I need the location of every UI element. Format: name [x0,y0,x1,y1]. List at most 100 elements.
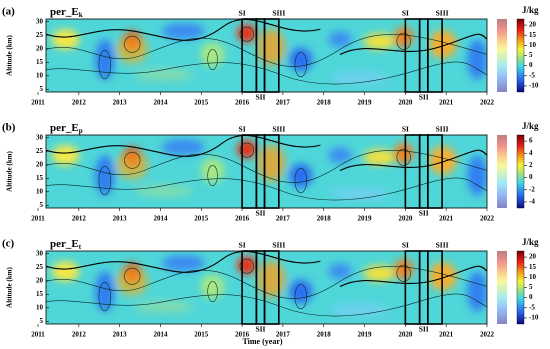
y-tick-label: 20 [36,160,44,168]
colorbar-tick-label: -10 [529,82,539,90]
title-text: per_E [50,122,79,134]
y-tick-label: 15 [36,290,44,298]
title-text: per_E [50,6,79,18]
x-tick-label: 2021 [439,215,454,223]
region-label: SII [255,325,265,334]
y-tick-label: 5 [40,201,44,209]
region-label: SII [419,209,429,218]
colorbar-tick-label: 2 [529,161,533,169]
x-tick-label: 2013 [113,215,128,223]
region-label: SII [419,325,429,334]
colorbar-tick-label: 0 [529,173,533,181]
colorbar-tick-label: 6 [529,137,533,145]
y-tick-label: 10 [36,303,44,311]
x-tick-label: 2022 [480,215,495,223]
x-axis-label: Time (year) [242,337,282,346]
colorbar [516,250,525,325]
colorbar-tick-label: 0 [529,293,533,301]
panel-label: (b) [2,122,16,134]
x-tick-label: 2021 [439,331,454,339]
x-tick-label: 2016 [235,215,250,223]
x-tick-label: 2012 [72,331,87,339]
panel-title: per_Ep [50,122,83,135]
region-label: SI [402,125,409,134]
x-tick-label: 2019 [358,215,373,223]
region-label: SII [419,93,429,102]
x-tick-label: 2011 [31,215,45,223]
x-tick-label: 2020 [398,215,413,223]
y-tick-label: 30 [36,133,44,141]
x-tick-label: 2013 [113,331,128,339]
x-tick-label: 2020 [398,99,413,107]
side-strip [497,19,507,92]
colorbar-label: J/kg [522,237,539,247]
y-tick-label: 20 [36,276,44,284]
x-tick-label: 2014 [153,331,168,339]
y-tick-label: 15 [36,58,44,66]
y-tick-label: 10 [36,187,44,195]
x-tick-label: 2018 [317,99,332,107]
region-label: SI [239,9,246,18]
title-subscript: p [79,127,83,135]
colorbar-tick-label: -5 [529,71,535,79]
colorbar-tick-label: 5 [529,51,533,59]
x-tick-label: 2011 [31,99,45,107]
region-label: SIII [436,241,449,250]
region-label: SIII [272,125,285,134]
x-tick-label: 2017 [276,331,291,339]
side-strip [497,135,507,208]
region-box [263,250,280,325]
x-tick-label: 2012 [72,215,87,223]
y-tick-label: 5 [40,317,44,325]
panel-label: (c) [2,238,15,250]
colorbar-tick-label: 15 [529,263,537,271]
colorbar-tick-label: -5 [529,303,535,311]
panel-title: per_Ek [50,6,83,19]
heatmap-field [46,19,487,92]
y-tick-label: 5 [40,85,44,93]
colorbar-tick-label: 20 [529,253,537,261]
region-label: SI [402,241,409,250]
region-label: SI [239,241,246,250]
colorbar-label: J/kg [522,5,539,15]
y-tick-label: 15 [36,174,44,182]
title-text: per_E [50,238,79,250]
colorbar-tick-label: -4 [529,198,535,206]
x-tick-label: 2020 [398,331,413,339]
y-tick-label: 25 [36,263,44,271]
side-strip [497,251,507,324]
colorbar-tick-label: -2 [529,185,535,193]
title-subscript: k [79,11,83,19]
region-label: SI [402,9,409,18]
x-tick-label: 2016 [235,99,250,107]
x-tick-label: 2017 [276,215,291,223]
x-tick-label: 2013 [113,99,128,107]
panel-title: per_Et [50,238,82,251]
x-tick-label: 2015 [194,331,209,339]
colorbar-label: J/kg [522,121,539,131]
colorbar-tick-label: 10 [529,273,537,281]
region-label: SIII [272,241,285,250]
x-tick-label: 2021 [439,99,454,107]
x-tick-label: 2015 [194,99,209,107]
heatmap-field [46,251,487,324]
colorbar-tick-label: -10 [529,314,539,322]
region-label: SII [255,93,265,102]
x-tick-label: 2015 [194,215,209,223]
y-axis-label: Altitude (km) [6,267,14,308]
y-tick-label: 25 [36,147,44,155]
y-axis-label: Altitude (km) [6,35,14,76]
title-subscript: t [79,243,82,251]
region-box [427,250,443,325]
colorbar-tick-label: 15 [529,31,537,39]
x-tick-label: 2014 [153,99,168,107]
colorbar-tick-label: 10 [529,41,537,49]
colorbar-tick-label: 5 [529,283,533,291]
y-tick-label: 10 [36,71,44,79]
colorbar [516,18,525,93]
region-box [263,18,280,93]
y-axis-label: Altitude (km) [6,151,14,192]
colorbar [516,134,525,209]
x-tick-label: 2019 [358,331,373,339]
